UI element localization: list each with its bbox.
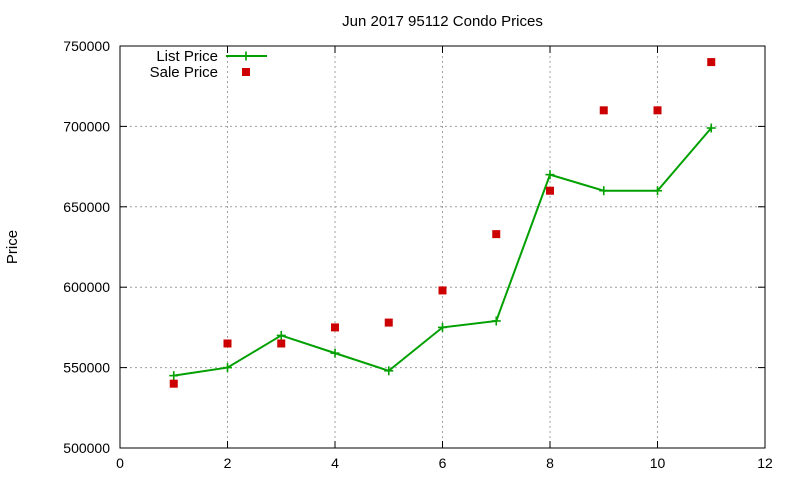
series-sale-price (169, 58, 716, 388)
x-tick-label: 12 (757, 455, 773, 471)
y-tick-label: 550000 (63, 360, 110, 376)
data-point-sale-price (223, 339, 232, 348)
axis-ticks: 0 2 4 6 8 10 12 500000 550000 600000 650000 700000 7… (63, 38, 773, 471)
gridlines (120, 46, 765, 448)
data-point-list-price (384, 366, 394, 376)
legend-marker-plus (241, 51, 251, 61)
data-point-sale-price (492, 230, 501, 239)
legend-label: List Price (156, 48, 218, 65)
x-tick-label: 0 (116, 455, 124, 471)
data-point-list-price (545, 170, 555, 180)
data-point-sale-price (438, 286, 447, 295)
y-tick-label: 500000 (63, 440, 110, 456)
data-point-list-price (438, 322, 447, 332)
series-layer (169, 58, 716, 388)
data-point-list-price (276, 330, 286, 340)
x-tick-label: 4 (331, 455, 339, 471)
series-list-price (169, 123, 716, 381)
data-point-sale-price (599, 106, 608, 115)
data-point-list-price (599, 186, 609, 196)
y-tick-label: 700000 (63, 118, 110, 134)
x-tick-label: 6 (439, 455, 447, 471)
x-tick-label: 8 (546, 455, 554, 471)
chart-title: Jun 2017 95112 Condo Prices (342, 13, 543, 30)
data-point-sale-price (331, 323, 339, 332)
y-tick-label: 600000 (63, 279, 110, 295)
data-point-list-price (653, 186, 662, 196)
legend-marker-square (242, 68, 250, 76)
data-point-list-price (706, 123, 716, 133)
data-point-list-price (330, 348, 340, 358)
x-tick-label: 10 (650, 455, 666, 471)
data-point-list-price (223, 363, 232, 373)
y-tick-label: 750000 (63, 38, 110, 54)
y-tick-label: 650000 (63, 199, 110, 215)
data-point-sale-price (707, 58, 716, 67)
data-point-sale-price (653, 106, 662, 115)
x-tick-label: 2 (224, 455, 232, 471)
data-point-sale-price (384, 318, 393, 327)
data-point-sale-price (169, 379, 178, 388)
data-point-sale-price (277, 339, 286, 348)
data-point-list-price (491, 316, 501, 326)
y-axis-label: Price (4, 230, 21, 264)
data-point-list-price (169, 371, 179, 381)
data-point-sale-price (546, 186, 554, 195)
legend-label: Sale Price (150, 64, 218, 81)
